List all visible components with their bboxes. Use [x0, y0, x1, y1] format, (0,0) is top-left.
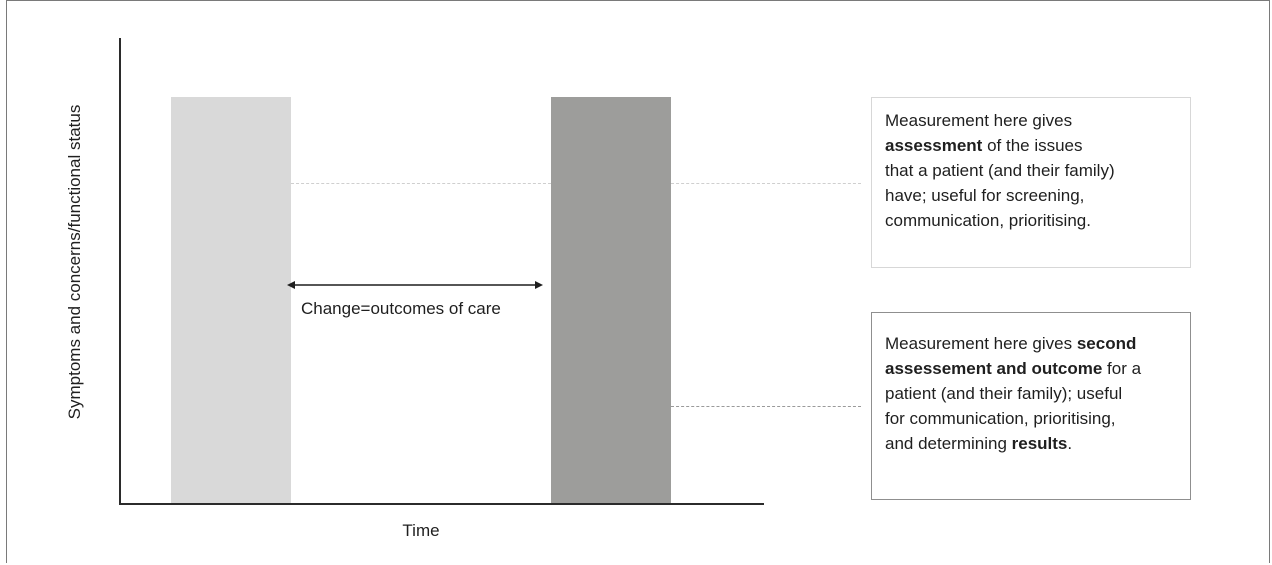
callout-one-line-5: communication, prioritising. [885, 211, 1091, 230]
y-axis-line [119, 38, 121, 504]
dashed-line-assessment-left [291, 183, 551, 184]
double-arrow-icon [287, 281, 543, 289]
y-axis-label: Symptoms and concerns/functional status [65, 104, 84, 420]
callout-one-line-2: assessment of the issues [885, 133, 1176, 158]
dashed-line-outcome [671, 406, 861, 407]
dashed-line-assessment-right [671, 183, 861, 184]
callout-two-line-1: Measurement here gives second [885, 331, 1176, 356]
x-axis-line [119, 503, 764, 505]
callout-two-line-5: and determining results. [885, 431, 1176, 456]
callout-two-line-2: assessement and outcome for a [885, 356, 1176, 381]
change-label: Change=outcomes of care [301, 299, 501, 318]
callout-one-bold-assessment: assessment [885, 136, 983, 155]
bar-before-measurement [171, 97, 291, 503]
callout-two-line-4: for communication, prioritising, [885, 409, 1116, 428]
x-axis-label: Time [402, 521, 440, 540]
callout-one-line-1: Measurement here gives [885, 111, 1073, 130]
callout-one-line-3: that a patient (and their family) [885, 161, 1115, 180]
bar-after-measurement [551, 97, 671, 503]
callout-one-line-4: have; useful for screening, [885, 186, 1085, 205]
callout-two-bold-outcome: assessement and outcome [885, 359, 1103, 378]
callout-two-line-5-start: and determining [885, 434, 1012, 453]
callout-outcome: Measurement here gives second assessemen… [871, 312, 1191, 500]
callout-two-line-3: patient (and their family); useful [885, 384, 1123, 403]
callout-two-bold-results: results [1011, 434, 1068, 453]
callout-two-bold-second: second [1076, 334, 1137, 353]
callout-two-line-5-end: . [1067, 434, 1073, 453]
callout-two-line-2-rest: for a [1102, 359, 1142, 378]
callout-one-line-2-rest: of the issues [982, 136, 1083, 155]
callout-assessment: Measurement here gives assessment of the… [871, 97, 1191, 268]
callout-two-line-1-start: Measurement here gives [885, 334, 1077, 353]
diagram-frame [6, 0, 1270, 563]
